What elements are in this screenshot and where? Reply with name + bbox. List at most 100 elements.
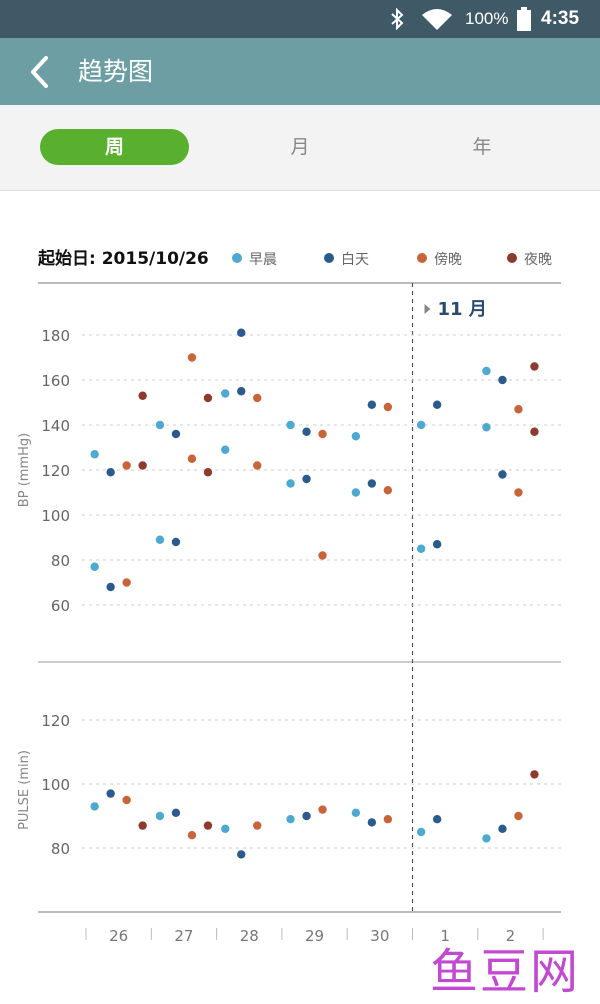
chevron-left-icon <box>31 56 48 88</box>
data-point-evening <box>253 393 262 403</box>
x-tick-label: 27 <box>174 927 193 945</box>
data-point-evening <box>514 488 523 497</box>
data-point-evening <box>187 454 197 463</box>
data-point-morning <box>351 808 361 817</box>
watermark: 鱼豆网 <box>430 944 581 1000</box>
data-point-evening <box>122 795 131 805</box>
data-point-daytime <box>106 468 115 477</box>
data-point-daytime <box>302 811 311 821</box>
month-marker-arrow <box>424 304 431 314</box>
data-point-morning <box>221 824 230 833</box>
data-point-morning <box>155 420 165 430</box>
data-point-evening <box>318 551 327 560</box>
data-point-morning <box>221 389 230 398</box>
wifi-icon <box>420 0 454 38</box>
x-tick-label: 30 <box>370 927 389 945</box>
data-point-daytime <box>106 789 115 798</box>
data-point-evening <box>514 811 523 821</box>
data-point-morning <box>155 811 165 821</box>
data-point-morning <box>482 366 491 376</box>
y-tick-label: 160 <box>41 372 70 390</box>
battery-percentage: 100% <box>465 9 509 28</box>
page-title: 趋势图 <box>78 57 154 86</box>
data-point-evening <box>187 831 197 840</box>
data-point-daytime <box>367 818 377 827</box>
data-point-morning <box>482 834 491 843</box>
data-point-daytime <box>171 429 181 439</box>
y-tick-label: 80 <box>51 840 70 858</box>
data-point-night <box>203 821 213 830</box>
data-point-morning <box>416 544 426 553</box>
data-point-morning <box>286 815 295 824</box>
y-tick-label: 100 <box>41 507 70 525</box>
trend-chart: 起始日: 2015/10/26 早晨 白天 傍晚 夜晚 26 27 28 29 30 1 2 11 月 6… <box>0 190 600 1000</box>
data-point-night <box>138 391 147 400</box>
bluetooth-icon <box>388 0 406 38</box>
tab-week[interactable]: 周 <box>40 129 189 165</box>
data-point-daytime <box>237 387 246 396</box>
legend-label-daytime: 白天 <box>341 252 369 268</box>
data-point-daytime <box>367 400 377 409</box>
y-tick-label: 140 <box>41 417 70 435</box>
period-tabs: 周 月 年 <box>0 105 600 191</box>
trend-chart-svg: 起始日: 2015/10/26 早晨 白天 傍晚 夜晚 26 27 28 29 30 1 2 11 月 6… <box>17 248 561 945</box>
data-point-night <box>138 821 147 830</box>
y-tick-label: 120 <box>41 712 70 730</box>
data-point-night <box>138 461 147 470</box>
back-button[interactable] <box>22 50 62 94</box>
data-point-morning <box>221 445 230 454</box>
data-point-daytime <box>171 537 181 547</box>
data-point-evening <box>318 805 327 814</box>
data-point-daytime <box>432 540 442 549</box>
clock: 4:35 <box>541 8 580 29</box>
data-point-morning <box>155 535 165 544</box>
battery-icon <box>517 0 531 38</box>
tab-year[interactable]: 年 <box>472 136 492 158</box>
y-axis-label: BP (mmHg) <box>17 433 32 507</box>
data-point-evening <box>383 486 393 495</box>
data-point-evening <box>122 461 131 470</box>
data-point-evening <box>318 429 327 439</box>
x-tick-label: 26 <box>109 927 128 945</box>
x-tick-label: 1 <box>440 927 450 945</box>
data-point-daytime <box>498 375 507 385</box>
data-point-daytime <box>237 850 246 859</box>
data-point-evening <box>187 353 197 362</box>
legend-marker-night <box>507 253 517 263</box>
x-tick-label: 2 <box>506 927 516 945</box>
x-tick-label: 29 <box>305 927 324 945</box>
y-tick-label: 60 <box>51 597 70 615</box>
legend-marker-evening <box>417 253 427 263</box>
legend-marker-daytime <box>324 253 334 263</box>
x-tick-label: 28 <box>240 927 259 945</box>
data-point-daytime <box>498 470 507 479</box>
start-date-label: 起始日: 2015/10/26 <box>37 248 209 269</box>
data-point-night <box>530 427 539 436</box>
data-point-morning <box>482 423 491 432</box>
data-point-daytime <box>432 815 442 824</box>
status-bar: 100% 4:35 <box>0 0 600 38</box>
data-point-morning <box>286 420 295 430</box>
data-point-morning <box>416 827 426 837</box>
data-point-morning <box>351 488 361 497</box>
data-point-night <box>530 362 539 371</box>
data-point-evening <box>383 402 393 412</box>
y-tick-label: 180 <box>41 327 70 345</box>
data-point-evening <box>514 405 523 414</box>
data-point-daytime <box>171 808 181 817</box>
app-bar: 趋势图 <box>0 38 600 105</box>
tab-month[interactable]: 月 <box>290 136 310 158</box>
data-point-morning <box>90 450 99 459</box>
data-point-evening <box>253 821 262 830</box>
y-tick-label: 100 <box>41 776 70 794</box>
data-point-night <box>203 468 213 477</box>
data-point-morning <box>90 562 99 571</box>
legend-label-morning: 早晨 <box>249 252 277 268</box>
data-point-daytime <box>302 427 311 436</box>
data-point-night <box>203 393 213 403</box>
legend-label-night: 夜晚 <box>524 252 552 268</box>
data-point-daytime <box>237 328 246 337</box>
data-point-daytime <box>432 400 442 409</box>
data-point-evening <box>253 461 262 470</box>
data-point-morning <box>286 479 295 488</box>
